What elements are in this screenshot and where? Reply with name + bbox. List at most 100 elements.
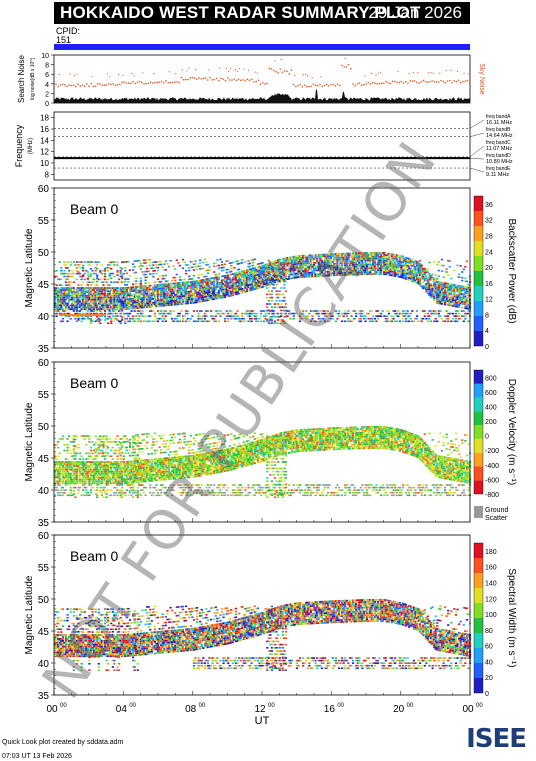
scatter-cell (203, 258, 206, 261)
sky-noise-point (361, 84, 363, 86)
scatter-cell (369, 257, 372, 260)
scatter-cell (82, 269, 85, 272)
scatter-cell (97, 306, 100, 309)
scatter-cell (181, 317, 185, 320)
scatter-cell (361, 261, 364, 264)
scatter-cell (238, 275, 241, 278)
scatter-cell (231, 315, 235, 317)
scatter-cell (88, 478, 91, 481)
scatter-cell (256, 272, 259, 274)
scatter-cell (63, 264, 66, 266)
scatter-cell (461, 285, 464, 288)
scatter-cell (390, 257, 394, 260)
scatter-cell (369, 269, 372, 272)
scatter-cell (442, 297, 445, 300)
scatter-cell (330, 257, 333, 259)
scatter-cell (121, 291, 124, 293)
scatter-cell (83, 474, 86, 477)
scatter-cell (300, 260, 303, 263)
sky-noise-point (450, 69, 452, 71)
scatter-cell (351, 264, 355, 266)
scatter-cell (389, 260, 392, 263)
scatter-cell (97, 483, 100, 486)
sky-noise-point (378, 83, 381, 85)
scatter-cell (127, 294, 130, 297)
scatter-cell (214, 315, 217, 317)
scatter-cell (305, 273, 308, 276)
scatter-cell (314, 320, 317, 323)
scatter-cell (367, 257, 370, 260)
scatter-cell (208, 279, 211, 282)
sky-noise-point (202, 77, 205, 80)
scatter-cell (122, 289, 125, 291)
scatter-cell (110, 287, 113, 289)
scatter-cell (96, 300, 99, 302)
scatter-cell (58, 468, 61, 471)
scatter-cell (94, 442, 97, 444)
scatter-cell (428, 284, 431, 287)
scatter-cell (78, 482, 82, 485)
scatter-cell (85, 302, 88, 305)
scatter-cell (320, 255, 323, 258)
scatter-cell (66, 267, 69, 269)
scatter-cell (160, 291, 163, 294)
scatter-cell (96, 275, 99, 278)
scatter-cell (77, 291, 80, 293)
scatter-cell (250, 315, 253, 317)
scatter-cell (195, 287, 199, 290)
scatter-cell (57, 308, 60, 311)
scatter-cell (169, 282, 172, 285)
scatter-cell (412, 275, 415, 277)
scatter-cell (344, 320, 347, 323)
scatter-cell (83, 294, 86, 297)
scatter-cell (82, 303, 85, 305)
scatter-cell (322, 261, 325, 264)
scatter-cell (270, 306, 274, 308)
scatter-cell (428, 278, 431, 281)
scatter-cell (88, 292, 91, 295)
scatter-cell (220, 269, 224, 272)
scatter-cell (272, 282, 275, 284)
scatter-cell (135, 301, 138, 304)
scatter-cell (64, 296, 68, 299)
scatter-cell (149, 302, 152, 304)
scatter-cell (160, 283, 163, 286)
scatter-cell (464, 291, 467, 294)
scatter-cell (85, 494, 88, 497)
scatter-cell (295, 257, 298, 260)
scatter-cell (167, 294, 171, 297)
scatter-cell (423, 287, 426, 289)
scatter-cell (192, 310, 196, 312)
scatter-cell (247, 284, 250, 286)
scatter-cell (116, 300, 119, 303)
scatter-cell (78, 486, 82, 489)
scatter-cell (189, 302, 192, 304)
scatter-cell (171, 320, 174, 323)
scatter-cell (464, 295, 467, 298)
scatter-cell (69, 461, 72, 463)
scatter-cell (160, 317, 163, 320)
scatter-cell (278, 262, 281, 265)
scatter-cell (467, 298, 470, 301)
scatter-cell (88, 294, 91, 297)
scatter-cell (110, 312, 113, 315)
scatter-cell (85, 287, 88, 289)
scatter-cell (306, 266, 309, 268)
scatter-cell (330, 315, 333, 317)
scatter-cell (445, 299, 448, 302)
scatter-cell (308, 273, 311, 276)
scatter-cell (80, 472, 83, 475)
scatter-cell (93, 310, 96, 312)
scatter-cell (327, 310, 330, 312)
scatter-cell (425, 288, 428, 291)
scatter-cell (82, 304, 85, 307)
sky-noise-point (122, 74, 124, 77)
scatter-cell (144, 304, 147, 307)
scatter-cell (58, 463, 61, 465)
scatter-cell (94, 470, 97, 473)
scatter-cell (467, 307, 470, 310)
scatter-cell (135, 303, 138, 306)
scatter-cell (341, 258, 344, 261)
scatter-cell (155, 305, 158, 308)
scatter-cell (107, 302, 110, 305)
